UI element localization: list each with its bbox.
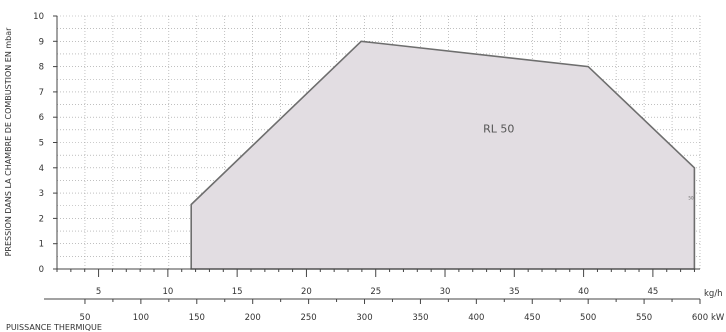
kg-h-unit-label: kg/h bbox=[704, 289, 723, 299]
kw-tick-label: 600 bbox=[692, 313, 708, 323]
y-tick-label: 9 bbox=[39, 37, 44, 47]
y-axis-title: PRESSION DANS LA CHAMBRE DE COMBUSTION E… bbox=[4, 27, 13, 257]
kw-tick-label: 100 bbox=[133, 313, 149, 323]
annotation-50: 50 bbox=[688, 195, 694, 200]
kw-tick-label: 400 bbox=[468, 313, 484, 323]
series-label-rl50: RL 50 bbox=[483, 122, 514, 135]
y-tick-label: 5 bbox=[39, 139, 44, 149]
kg-h-tick-label: 25 bbox=[370, 287, 381, 297]
kg-h-axis-ticks: 5 10 15 20 25 30 35 40 45 bbox=[56, 269, 695, 297]
y-tick-label: 8 bbox=[39, 63, 44, 73]
y-tick-label: 0 bbox=[39, 265, 44, 275]
kw-tick-label: 350 bbox=[412, 313, 428, 323]
kg-h-tick-label: 30 bbox=[440, 287, 451, 297]
kg-h-tick-label: 45 bbox=[647, 287, 658, 297]
y-tick-label: 2 bbox=[39, 214, 44, 224]
kw-tick-label: 250 bbox=[300, 313, 316, 323]
kw-tick-label: 550 bbox=[636, 313, 652, 323]
kg-h-tick-label: 5 bbox=[96, 287, 101, 297]
y-tick-label: 7 bbox=[39, 88, 44, 98]
kg-h-tick-label: 15 bbox=[232, 287, 243, 297]
kw-tick-label: 300 bbox=[356, 313, 372, 323]
kw-axis-ticks: 50 100 150 200 250 300 350 400 450 500 550 600 bbox=[80, 299, 708, 323]
kg-h-tick-label: 35 bbox=[509, 287, 520, 297]
kw-tick-label: 450 bbox=[524, 313, 540, 323]
y-tick-label: 10 bbox=[33, 12, 44, 22]
x-axis-title: PUISSANCE THERMIQUE bbox=[6, 323, 102, 332]
kw-tick-label: 150 bbox=[189, 313, 205, 323]
y-axis-ticks: 0 1 2 3 4 5 6 7 8 9 10 bbox=[33, 12, 57, 275]
y-tick-label: 6 bbox=[39, 113, 44, 123]
kg-h-tick-label: 10 bbox=[162, 287, 173, 297]
kw-tick-label: 200 bbox=[245, 313, 261, 323]
y-tick-label: 4 bbox=[39, 164, 44, 174]
kg-h-tick-label: 20 bbox=[301, 287, 312, 297]
y-tick-label: 1 bbox=[39, 240, 44, 250]
kw-tick-label: 500 bbox=[580, 313, 596, 323]
y-tick-label: 3 bbox=[39, 189, 44, 199]
kw-tick-label: 50 bbox=[80, 313, 91, 323]
kw-unit-label: kW bbox=[711, 313, 725, 323]
kg-h-tick-label: 40 bbox=[578, 287, 589, 297]
operating-range-area bbox=[190, 40, 696, 270]
